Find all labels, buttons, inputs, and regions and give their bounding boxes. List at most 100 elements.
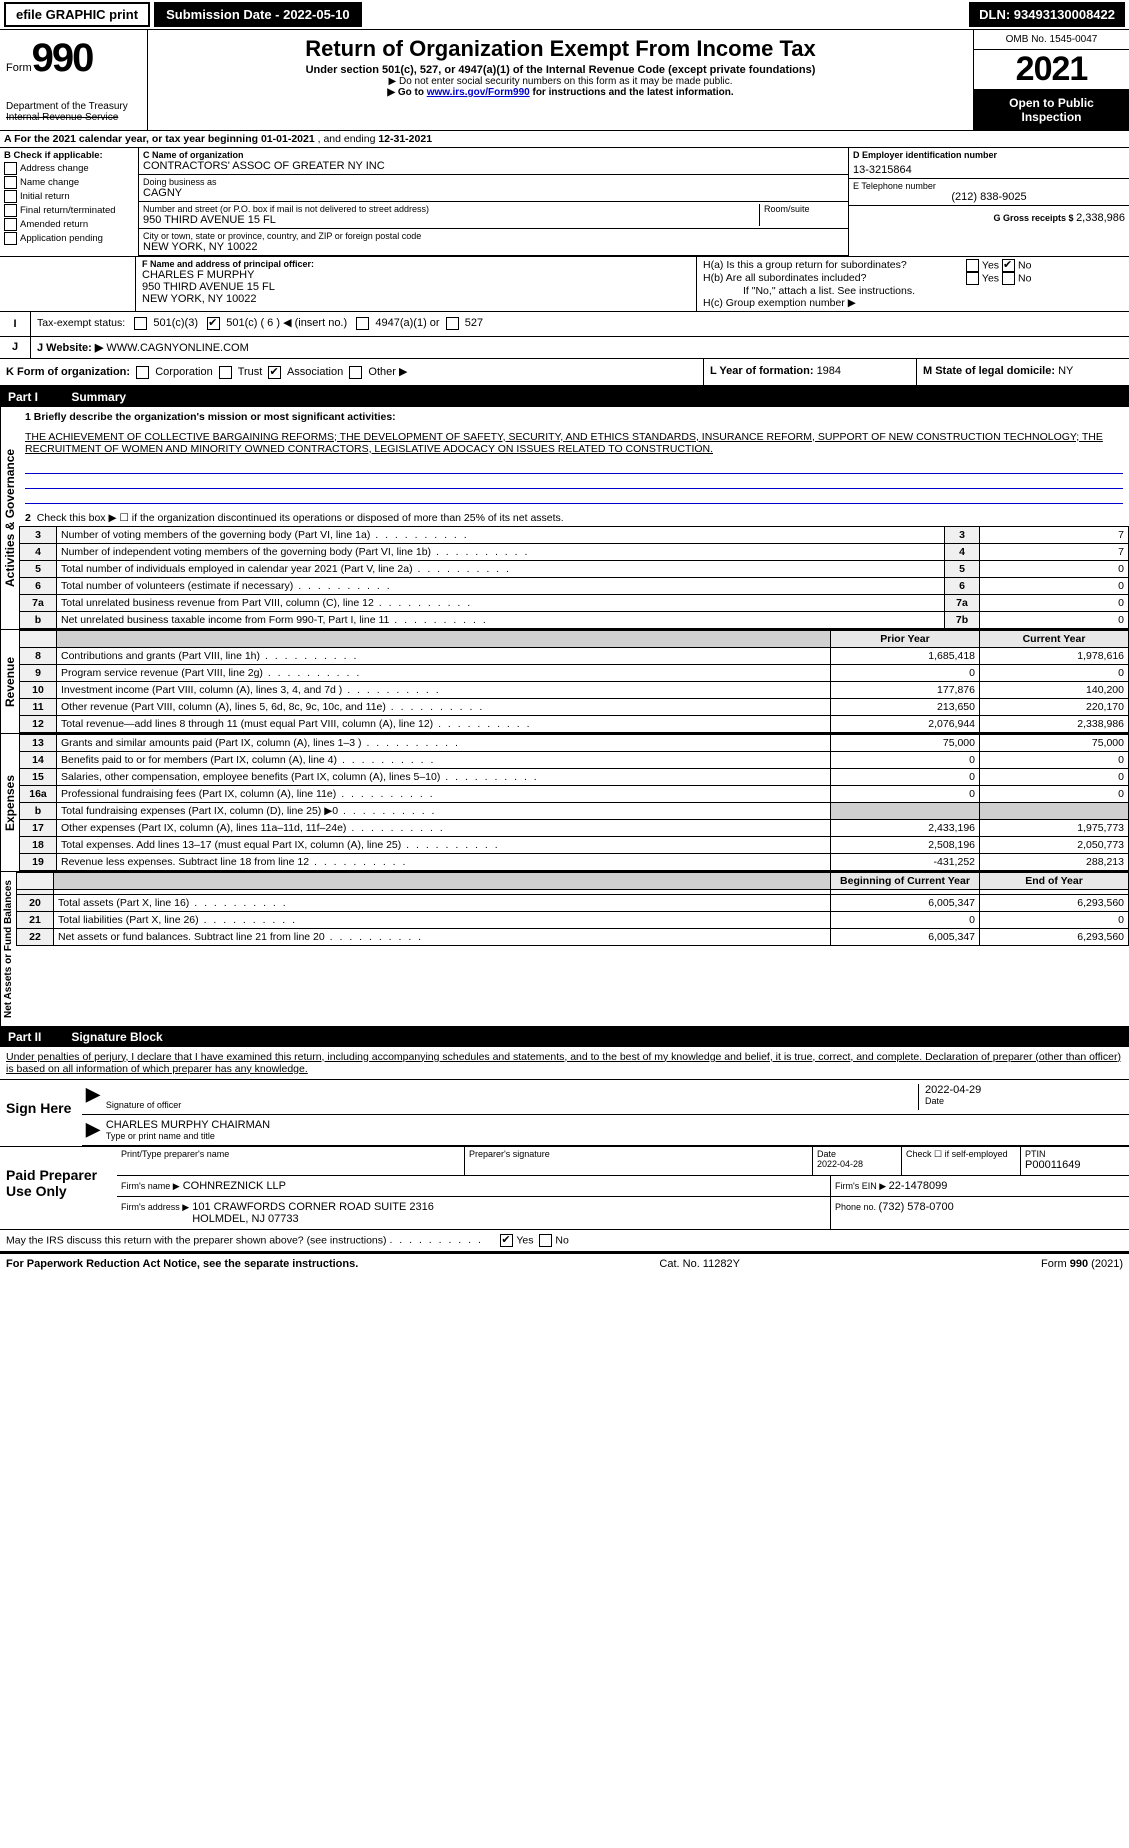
lbl-501c3: 501(c)(3)	[153, 317, 198, 329]
cb-final-return[interactable]	[4, 204, 17, 217]
efile-topbar: efile GRAPHIC print Submission Date - 20…	[0, 0, 1129, 30]
goto-prefix: ▶ Go to	[387, 87, 426, 98]
line-num: b	[20, 802, 57, 819]
blocks-deg: D Employer identification number 13-3215…	[848, 148, 1129, 256]
firm-addr-label: Firm's address ▶	[121, 1202, 189, 1212]
line-curr: 140,200	[980, 681, 1129, 698]
line-prior	[831, 802, 980, 819]
revenue-table: Prior Year Current Year8 Contributions a…	[19, 630, 1129, 733]
lbl-application: Application pending	[20, 233, 103, 244]
lbl-4947: 4947(a)(1) or	[375, 317, 439, 329]
line-desc: Total assets (Part X, line 16)	[54, 894, 831, 911]
line-prior: 2,508,196	[831, 836, 980, 853]
line-num: 13	[20, 734, 57, 751]
period-start: 01-01-2021	[261, 133, 315, 145]
gross-receipts-label: G Gross receipts $	[994, 213, 1077, 223]
sign-here-label: Sign Here	[0, 1080, 82, 1146]
part2-title: Signature Block	[71, 1030, 162, 1044]
line-prior: 0	[831, 664, 980, 681]
line-prior: 0	[831, 911, 980, 928]
line-box: 4	[945, 543, 980, 560]
arrow-icon: ▶	[86, 1084, 100, 1110]
line-desc: Salaries, other compensation, employee b…	[57, 768, 831, 785]
cb-corp[interactable]	[136, 366, 149, 379]
page-footer: For Paperwork Reduction Act Notice, see …	[0, 1253, 1129, 1274]
form-header: Form990 Department of the Treasury Inter…	[0, 30, 1129, 131]
col-prior-hdr: Prior Year	[831, 630, 980, 647]
period-label: A For the 2021 calendar year, or tax yea…	[4, 133, 261, 145]
line-curr: 1,975,773	[980, 819, 1129, 836]
mission-blank1	[25, 459, 1123, 474]
h-b-note: If "No," attach a list. See instructions…	[703, 285, 1123, 297]
block-klm-row: K Form of organization: Corporation Trus…	[0, 359, 1129, 387]
line-prior: 177,876	[831, 681, 980, 698]
hdr-blank	[17, 872, 54, 889]
header-right-block: OMB No. 1545-0047 2021 Open to Public In…	[973, 30, 1129, 130]
line-prior: 6,005,347	[831, 928, 980, 945]
firm-name-val: COHNREZNICK LLP	[183, 1180, 286, 1192]
cb-hb-yes[interactable]	[966, 272, 979, 285]
block-i-row: I I Tax-exempt status: Tax-exempt status…	[0, 312, 1129, 337]
lbl-name-change: Name change	[20, 177, 79, 188]
line-num: 12	[20, 715, 57, 732]
period-mid: , and ending	[318, 133, 379, 145]
efile-graphic-label: efile GRAPHIC print	[4, 2, 150, 27]
line-value: 0	[980, 577, 1129, 594]
cb-address-change[interactable]	[4, 162, 17, 175]
h-a-label: H(a) Is this a group return for subordin…	[703, 259, 963, 271]
sig-officer-label: Signature of officer	[106, 1100, 918, 1110]
line-desc: Professional fundraising fees (Part IX, …	[57, 785, 831, 802]
part1-body: Activities & Governance 1 Briefly descri…	[0, 407, 1129, 629]
cb-application[interactable]	[4, 232, 17, 245]
cb-name-change[interactable]	[4, 176, 17, 189]
org-name-label: C Name of organization	[143, 150, 244, 160]
line2-discontinued: 2 Check this box ▶ ☐ if the organization…	[19, 504, 1129, 526]
line-prior: 0	[831, 768, 980, 785]
cb-ha-no[interactable]	[1002, 259, 1015, 272]
cb-assoc[interactable]	[268, 366, 281, 379]
line-desc: Grants and similar amounts paid (Part IX…	[57, 734, 831, 751]
lbl-final-return: Final return/terminated	[20, 205, 116, 216]
cb-501c3[interactable]	[134, 317, 147, 330]
cb-527[interactable]	[446, 317, 459, 330]
line-desc: Total number of individuals employed in …	[57, 560, 945, 577]
line-num: 6	[20, 577, 57, 594]
officer-printed-name: CHARLES MURPHY CHAIRMAN	[106, 1119, 1125, 1131]
form-subtitle: Under section 501(c), 527, or 4947(a)(1)…	[158, 64, 963, 76]
line-box: 3	[945, 526, 980, 543]
cb-initial-return[interactable]	[4, 190, 17, 203]
cb-4947[interactable]	[356, 317, 369, 330]
cb-other[interactable]	[349, 366, 362, 379]
hb-yes: Yes	[982, 272, 999, 284]
line-prior: 6,005,347	[831, 894, 980, 911]
form990-link[interactable]: www.irs.gov/Form990	[427, 87, 530, 98]
line-curr: 6,293,560	[980, 894, 1129, 911]
cb-discuss-yes[interactable]	[500, 1234, 513, 1247]
line-curr: 2,338,986	[980, 715, 1129, 732]
ha-no: No	[1018, 259, 1031, 271]
cb-501c[interactable]	[207, 317, 220, 330]
ha-yes: Yes	[982, 259, 999, 271]
line-prior: 213,650	[831, 698, 980, 715]
lbl-address-change: Address change	[20, 163, 89, 174]
cb-amended[interactable]	[4, 218, 17, 231]
form-title: Return of Organization Exempt From Incom…	[158, 36, 963, 62]
line-desc: Revenue less expenses. Subtract line 18 …	[57, 853, 831, 870]
line-desc: Other revenue (Part VIII, column (A), li…	[57, 698, 831, 715]
form-org-label: K Form of organization:	[6, 366, 130, 378]
line-num: b	[20, 611, 57, 628]
cb-ha-yes[interactable]	[966, 259, 979, 272]
cb-hb-no[interactable]	[1002, 272, 1015, 285]
omb-number: OMB No. 1545-0047	[974, 30, 1129, 50]
gross-receipts-value: 2,338,986	[1076, 212, 1125, 224]
cb-trust[interactable]	[219, 366, 232, 379]
lbl-other: Other ▶	[368, 366, 407, 378]
lbl-corp: Corporation	[155, 366, 212, 378]
cb-discuss-no[interactable]	[539, 1234, 552, 1247]
firm-ein-label: Firm's EIN ▶	[835, 1181, 889, 1191]
discuss-yes: Yes	[516, 1234, 533, 1246]
period-row: A For the 2021 calendar year, or tax yea…	[0, 131, 1129, 148]
line-num: 3	[20, 526, 57, 543]
prep-selfemp: Check ☐ if self-employed	[906, 1149, 1016, 1160]
submission-date-button[interactable]: Submission Date - 2022-05-10	[154, 2, 362, 27]
